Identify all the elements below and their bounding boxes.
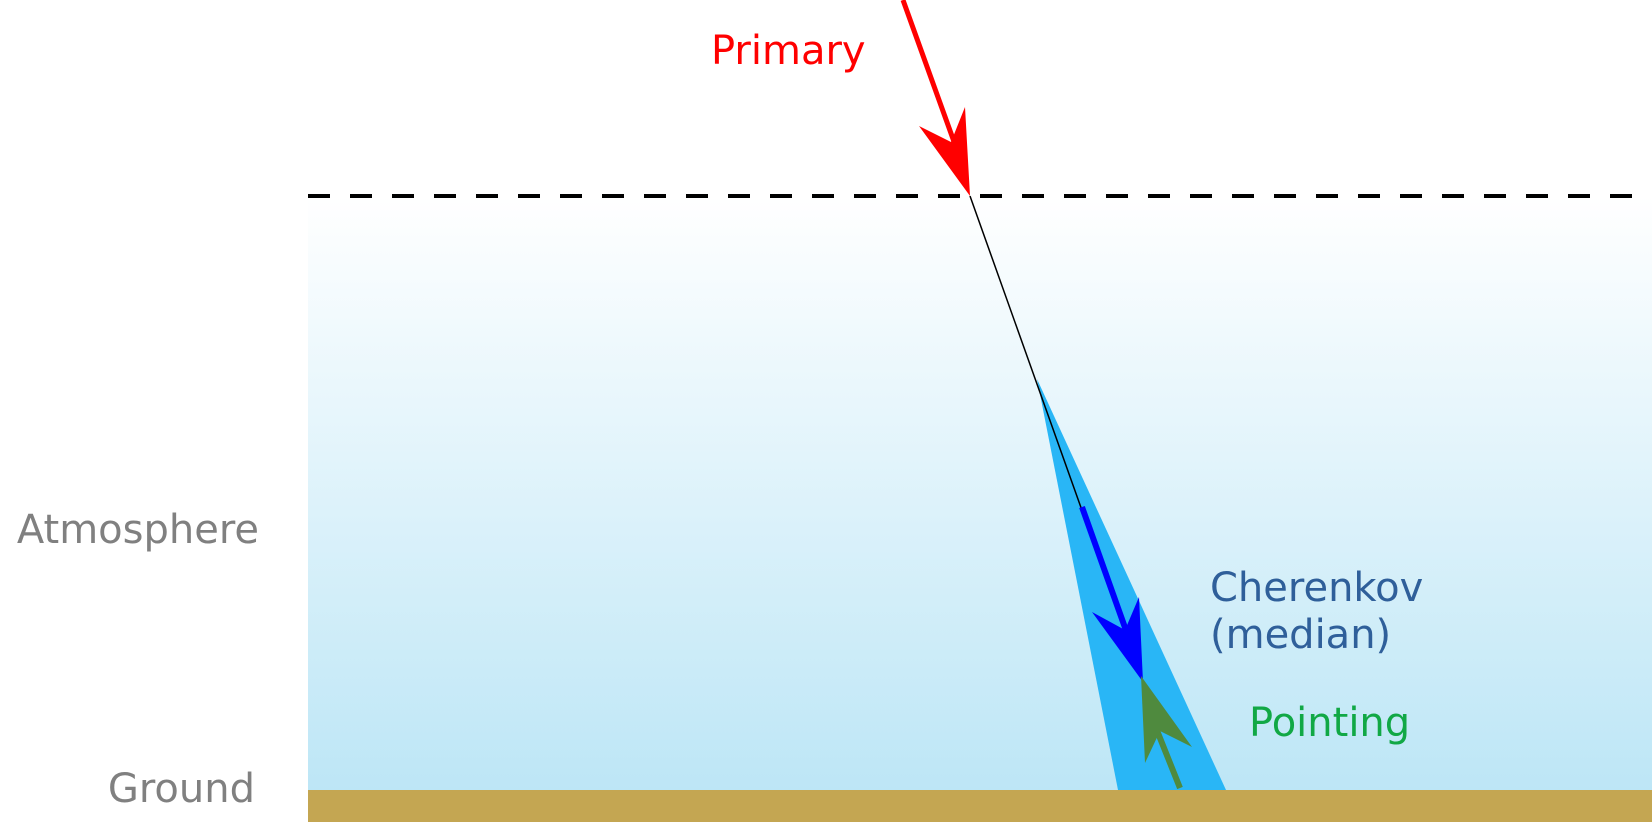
- cherenkov-label-line2: (median): [1210, 612, 1391, 658]
- pointing-arrow-head: [1141, 676, 1192, 763]
- primary-label: Primary: [711, 28, 866, 74]
- cherenkov-cone: [1037, 379, 1226, 790]
- primary-arrow-shaft: [900, 0, 960, 151]
- ground-label: Ground: [108, 766, 255, 812]
- ground-strip: [308, 790, 1652, 822]
- cherenkov-label-line1: Cherenkov: [1210, 565, 1423, 611]
- primary-arrow-head: [919, 107, 970, 196]
- atmosphere-region: [308, 196, 1652, 790]
- pointing-label: Pointing: [1249, 700, 1410, 746]
- atmosphere-label: Atmosphere: [17, 507, 259, 553]
- cherenkov-arrow-head: [1092, 597, 1143, 682]
- cherenkov-arrow-shaft: [1079, 505, 1131, 638]
